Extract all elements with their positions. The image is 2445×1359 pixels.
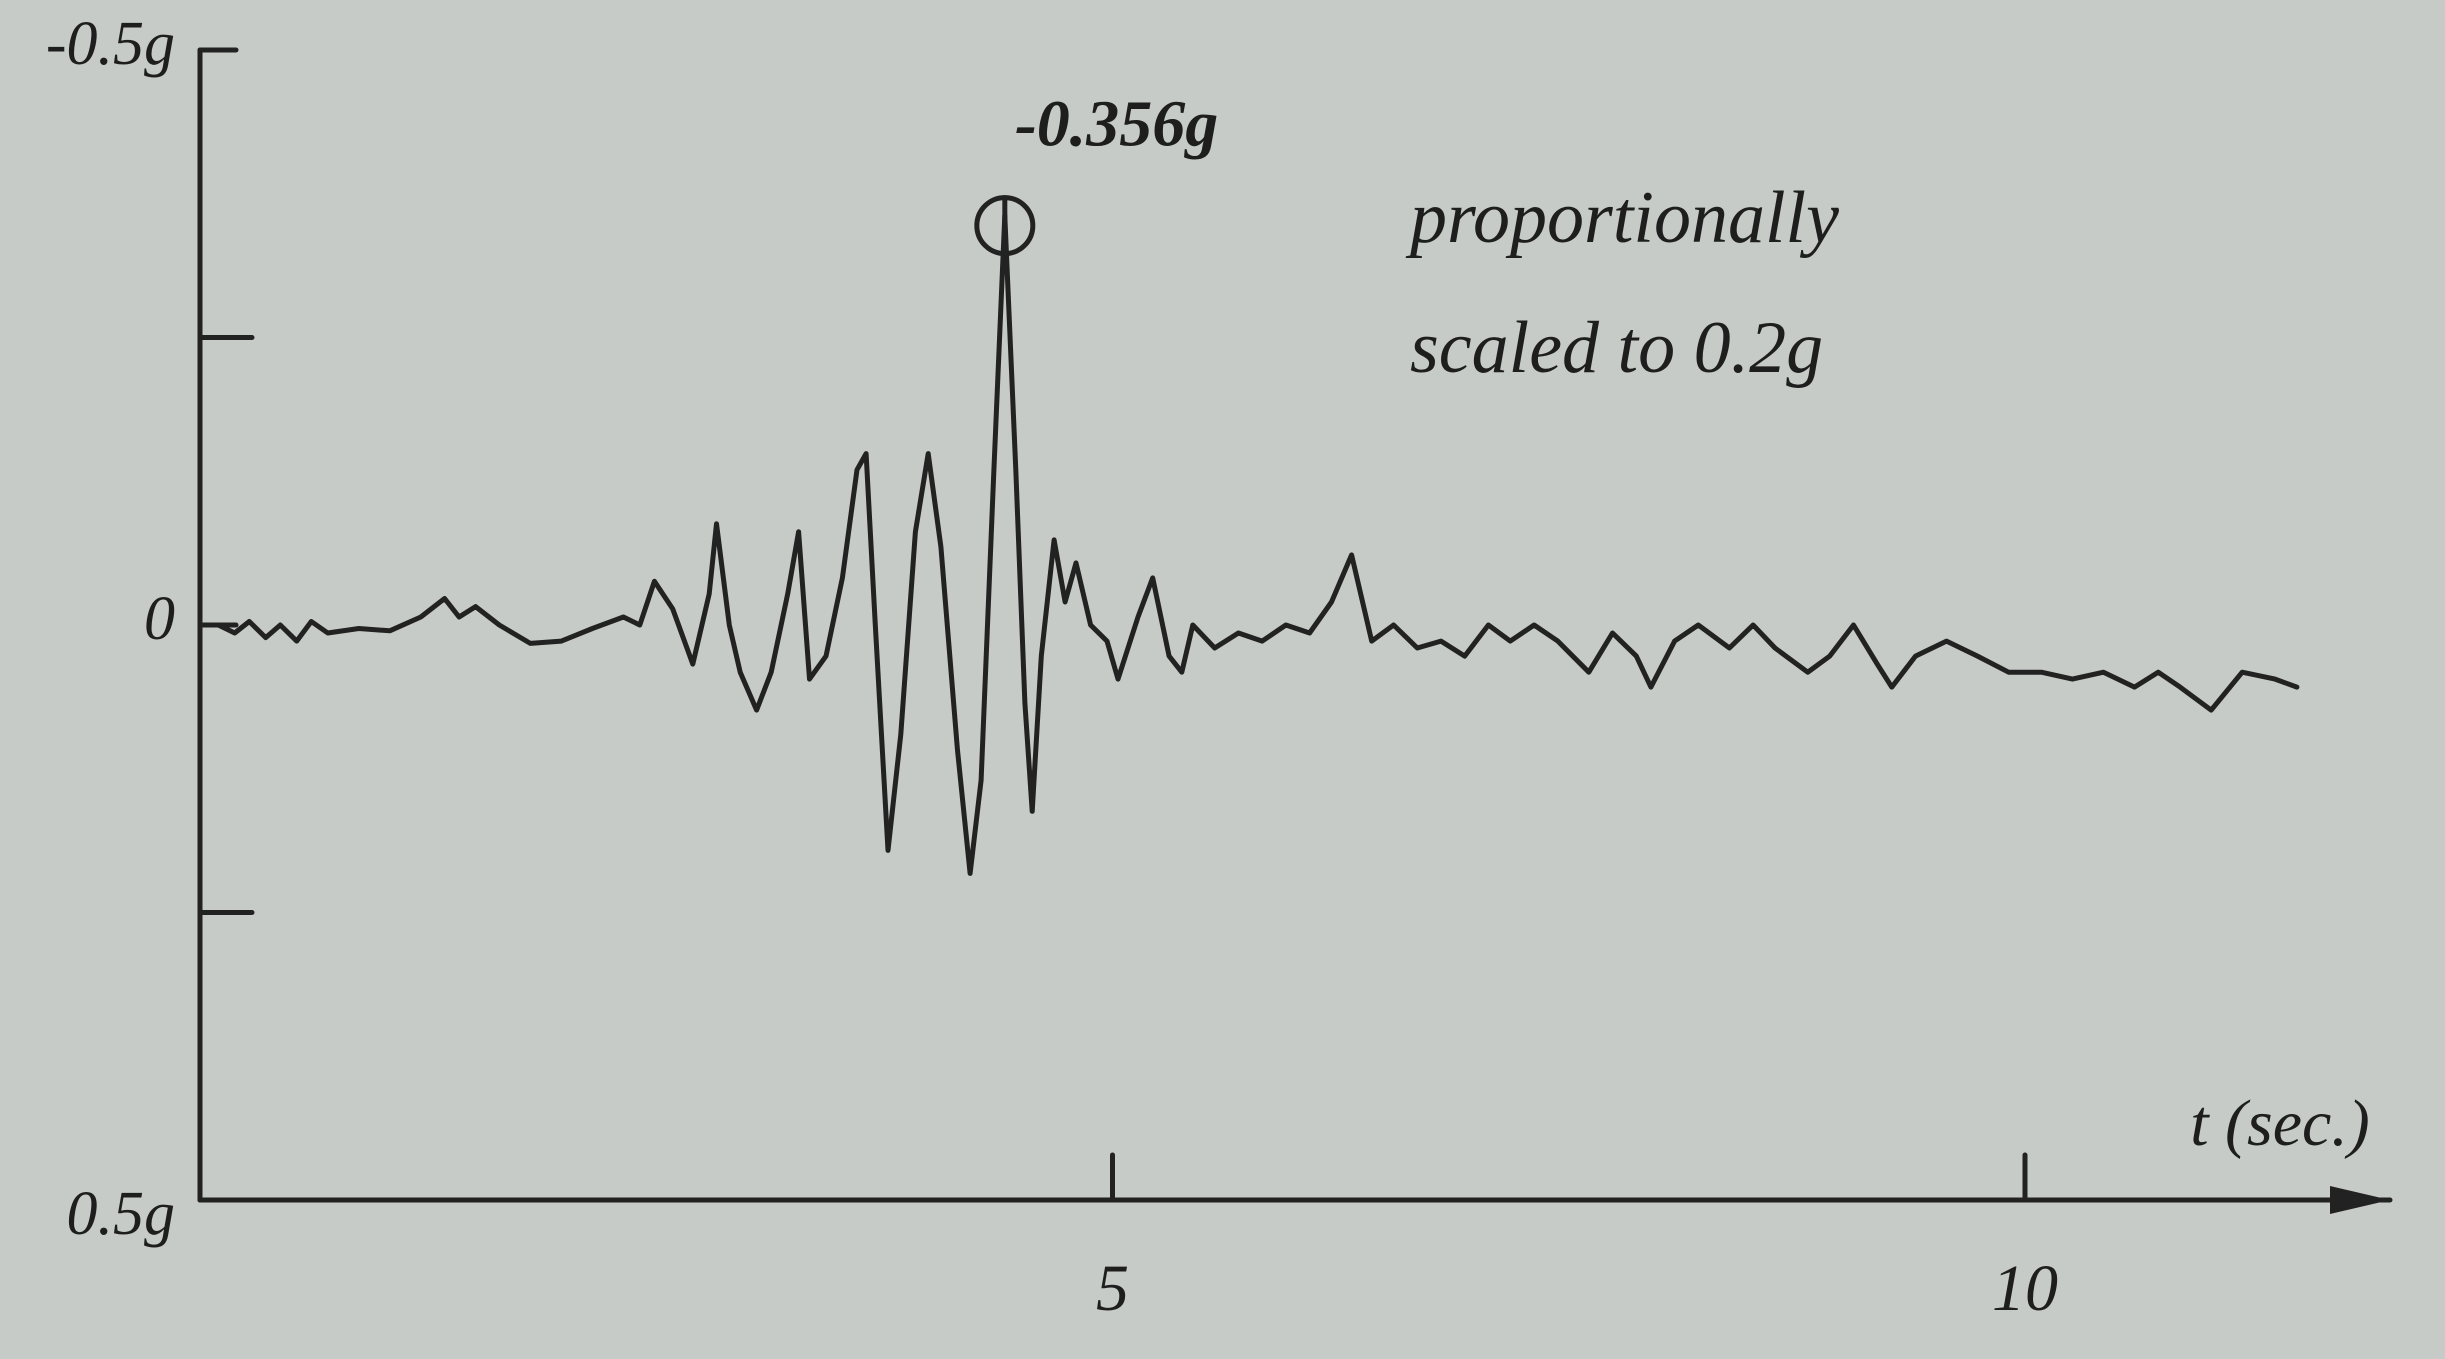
x-tick-label: 5 (1096, 1252, 1129, 1325)
y-tick-label: -0.5g (46, 10, 175, 78)
y-tick-label: 0 (144, 585, 175, 653)
note-line: proportionally (1405, 177, 1839, 259)
acceleration-line (215, 213, 2300, 876)
x-axis-label: t (sec.) (2190, 1087, 2370, 1160)
y-tick-label: 0.5g (67, 1180, 176, 1248)
x-tick-label: 10 (1992, 1252, 2058, 1325)
x-axis-arrow (2330, 1186, 2390, 1214)
note-line: scaled to 0.2g (1410, 307, 1823, 389)
peak-label: -0.356g (1015, 88, 1218, 161)
